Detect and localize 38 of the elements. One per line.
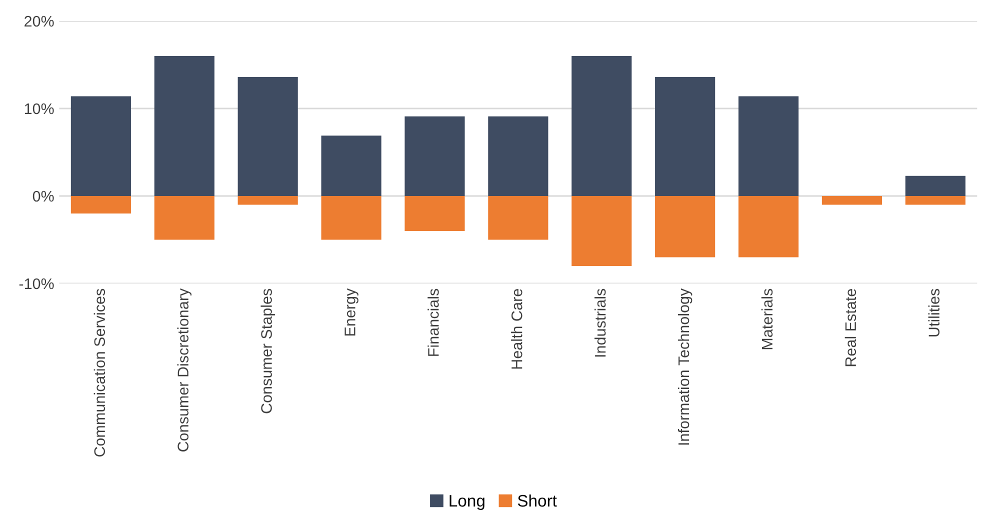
bar (154, 196, 214, 240)
bar (905, 176, 966, 196)
bar (822, 196, 882, 205)
bar (905, 196, 966, 205)
bar (70, 196, 131, 214)
bar (572, 56, 632, 196)
bar (321, 136, 382, 196)
x-tick-label: Consumer Discretionary (177, 288, 192, 452)
bar (655, 196, 716, 258)
legend-label: Short (518, 494, 557, 507)
x-tick-label: Information Technology (678, 288, 692, 445)
y-tick-label: -10% (19, 278, 54, 290)
x-tick-label: Energy (344, 288, 358, 336)
bar (738, 96, 799, 196)
x-tick-label: Financials (428, 288, 439, 356)
bar (738, 196, 799, 258)
bar (70, 96, 131, 196)
y-tick-label: 10% (24, 103, 54, 114)
bar (238, 77, 298, 196)
bar (321, 196, 382, 240)
x-tick-label: Consumer Staples (260, 288, 275, 414)
y-tick-label: 20% (24, 16, 54, 27)
bar (572, 196, 632, 266)
bar (404, 196, 465, 231)
x-tick-label: Industrials (594, 288, 606, 357)
bar (655, 77, 716, 196)
bar (488, 196, 548, 240)
bar (404, 116, 465, 196)
x-tick-label: Communication Services (94, 288, 106, 457)
bar (154, 56, 214, 196)
x-tick-label: Materials (761, 288, 773, 350)
bar (488, 116, 548, 196)
x-tick-label: Real Estate (844, 289, 856, 366)
x-tick-label: Utilities (928, 288, 940, 336)
bar (238, 196, 298, 205)
y-tick-label: 0% (32, 190, 54, 202)
legend-label: Long (450, 495, 484, 510)
x-tick-label: Health Care (511, 289, 522, 369)
